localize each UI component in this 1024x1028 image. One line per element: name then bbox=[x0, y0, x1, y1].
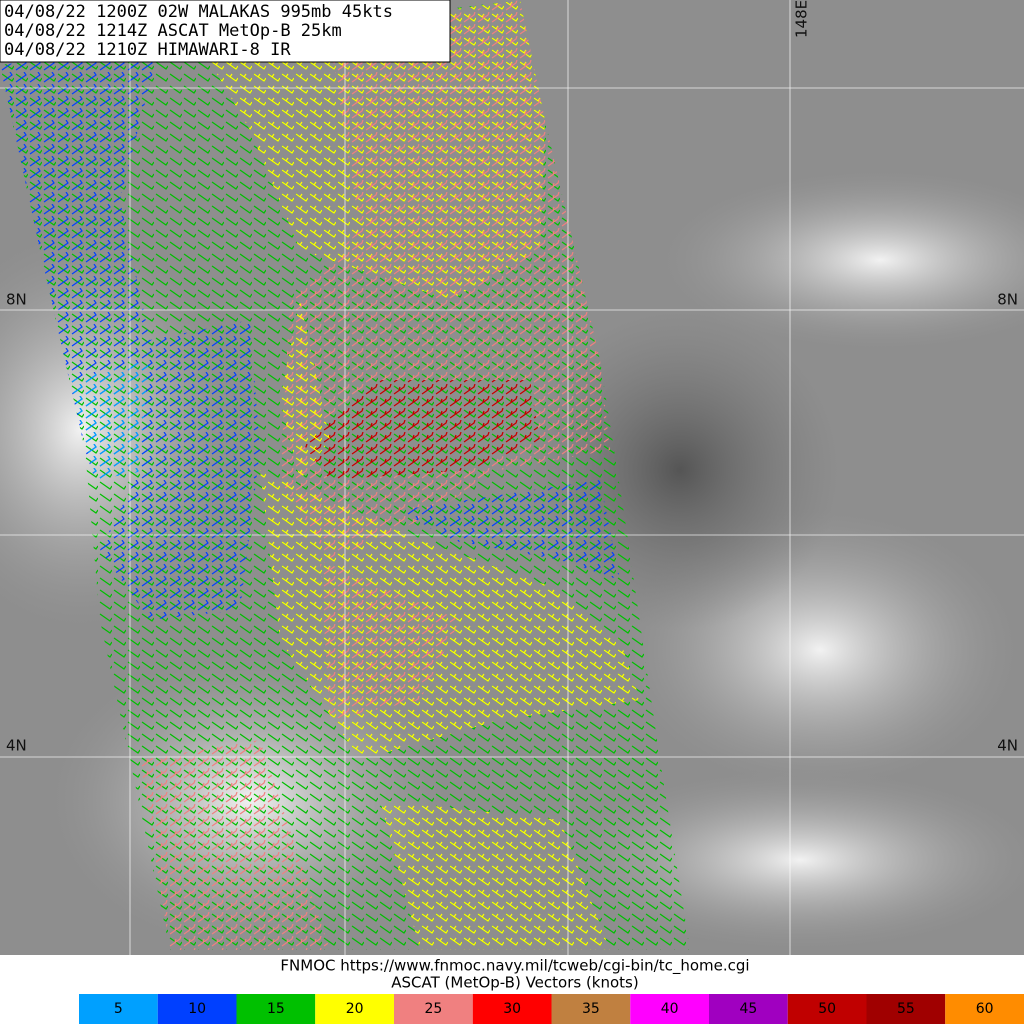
footer-line: FNMOC https://www.fnmoc.navy.mil/tcweb/c… bbox=[280, 957, 749, 976]
cloud bbox=[660, 170, 1024, 350]
legend-swatch bbox=[236, 994, 316, 1024]
legend-swatch bbox=[157, 994, 237, 1024]
legend-swatch bbox=[787, 994, 867, 1024]
legend-value: 30 bbox=[503, 1001, 521, 1017]
legend-value: 55 bbox=[897, 1001, 915, 1017]
legend-swatch bbox=[315, 994, 394, 1024]
lon-label: 148E bbox=[793, 0, 811, 38]
legend: 5 10 15 20 25 30 35 40 45 50 55 60 bbox=[79, 994, 1024, 1024]
legend-value: 20 bbox=[346, 1001, 364, 1017]
legend-swatch bbox=[472, 994, 552, 1024]
legend-value: 15 bbox=[267, 1001, 285, 1017]
legend-swatch bbox=[945, 994, 1024, 1024]
header-box bbox=[0, 0, 451, 63]
legend-swatch bbox=[79, 994, 158, 1024]
footer-line: ASCAT (MetOp-B) Vectors (knots) bbox=[391, 974, 638, 992]
legend-value: 60 bbox=[976, 1001, 994, 1017]
header-line: 04/08/22 1210Z HIMAWARI-8 IR bbox=[4, 40, 291, 60]
legend-value: 25 bbox=[424, 1001, 442, 1017]
legend-swatch bbox=[709, 994, 788, 1024]
legend-swatch bbox=[551, 994, 631, 1024]
lat-label: 4N bbox=[997, 737, 1018, 755]
header-line: 04/08/22 1214Z ASCAT MetOp-B 25km bbox=[4, 21, 342, 41]
lat-label: 8N bbox=[997, 291, 1018, 309]
legend-value: 10 bbox=[188, 1001, 206, 1017]
legend-value: 45 bbox=[739, 1001, 757, 1017]
legend-swatch bbox=[866, 994, 946, 1024]
legend-value: 5 bbox=[114, 1001, 123, 1017]
legend-value: 40 bbox=[661, 1001, 679, 1017]
graticule bbox=[0, 0, 1024, 955]
lat-label: 4N bbox=[6, 737, 27, 755]
legend-swatch bbox=[394, 994, 473, 1024]
legend-swatch bbox=[630, 994, 709, 1024]
legend-value: 50 bbox=[818, 1001, 836, 1017]
legend-value: 35 bbox=[582, 1001, 600, 1017]
header-line: 04/08/22 1200Z 02W MALAKAS 995mb 45kts bbox=[4, 2, 393, 22]
lat-label: 8N bbox=[6, 291, 27, 309]
